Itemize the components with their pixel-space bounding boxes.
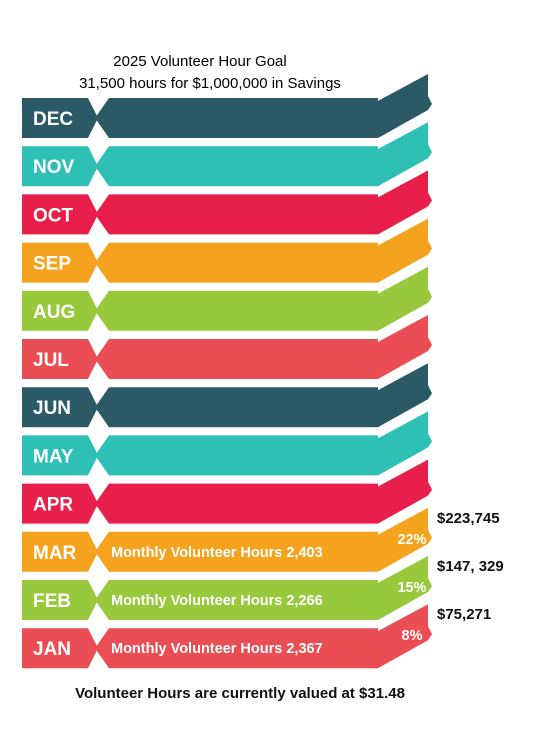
month-label: JAN (33, 639, 71, 660)
month-ribbon-apr: APR (22, 459, 432, 524)
month-label: DEC (33, 109, 73, 130)
ribbon-tab (22, 628, 98, 669)
month-label: SEP (33, 254, 71, 275)
ribbon-body (95, 435, 378, 476)
month-label: NOV (33, 157, 75, 178)
month-label: AUG (33, 302, 75, 323)
ribbon-body (95, 146, 378, 187)
page-title: 2025 Volunteer Hour Goal (113, 53, 287, 70)
savings-value: $75,271 (437, 606, 491, 623)
month-label: FEB (33, 591, 71, 612)
ribbon-body (95, 339, 378, 379)
percent-label: 8% (402, 628, 423, 644)
ribbon-body (95, 628, 378, 669)
ribbon-body (95, 242, 378, 283)
month-ribbon-mar: MAR Monthly Volunteer Hours 2,403 22% $223,… (22, 507, 500, 572)
month-ribbon-aug: AUG (22, 266, 432, 331)
month-ribbon-may: MAY (22, 411, 432, 476)
percent-label: 22% (397, 532, 426, 548)
ribbon-flag (376, 122, 432, 187)
ribbon-tab (22, 98, 98, 138)
footer-note: Volunteer Hours are currently valued at … (75, 685, 405, 702)
ribbon-tab (22, 580, 98, 620)
ribbon-flag (376, 556, 432, 620)
month-label: JUN (33, 398, 71, 419)
ribbon-tab (22, 531, 98, 572)
ribbon-body (95, 531, 378, 572)
ribbon-flag (376, 218, 432, 283)
ribbon-flag (376, 74, 432, 138)
savings-value: $147, 329 (437, 558, 504, 575)
month-label: MAR (33, 543, 77, 564)
ribbon-body (95, 483, 378, 524)
page-subtitle: 31,500 hours for $1,000,000 in Savings (79, 75, 341, 92)
savings-value: $223,745 (437, 510, 500, 527)
ribbon-body (95, 194, 378, 235)
month-ribbon-jan: JAN Monthly Volunteer Hours 2,367 8% $75,27… (22, 604, 491, 669)
monthly-hours-label: Monthly Volunteer Hours 2,403 (111, 545, 323, 561)
ribbon-tab (22, 387, 98, 428)
month-ribbon-jul: JUL (22, 315, 432, 379)
ribbon-body (95, 580, 378, 620)
ribbon-flag (376, 411, 432, 476)
ribbon-tab (22, 339, 98, 379)
month-ribbon-oct: OCT (22, 170, 432, 235)
month-ribbon-sep: SEP (22, 218, 432, 283)
monthly-hours-label: Monthly Volunteer Hours 2,367 (111, 641, 323, 657)
ribbon-tab (22, 146, 98, 187)
month-label: APR (33, 495, 73, 516)
ribbon-tab (22, 435, 98, 476)
ribbon-flag (376, 170, 432, 235)
ribbon-tab (22, 290, 98, 331)
percent-label: 15% (397, 580, 426, 596)
month-ribbon-jun: JUN (22, 363, 432, 428)
ribbon-tab (22, 194, 98, 235)
monthly-hours-label: Monthly Volunteer Hours 2,266 (111, 593, 323, 609)
ribbon-body (95, 290, 378, 331)
ribbon-tab (22, 242, 98, 283)
ribbon-flag (376, 459, 432, 524)
ribbon-body (95, 98, 378, 138)
month-ribbon-nov: NOV (22, 122, 432, 187)
ribbon-flag (376, 604, 432, 669)
ribbon-tab (22, 483, 98, 524)
month-label: OCT (33, 205, 74, 226)
month-label: JUL (33, 350, 69, 371)
month-label: MAY (33, 446, 74, 467)
month-ribbon-feb: FEB Monthly Volunteer Hours 2,266 15% $147,… (22, 556, 504, 620)
ribbon-flag (376, 315, 432, 379)
ribbon-flag (376, 363, 432, 428)
ribbon-flag (376, 507, 432, 572)
ribbon-body (95, 387, 378, 428)
ribbon-flag (376, 266, 432, 331)
month-ribbon-dec: DEC (22, 74, 432, 138)
